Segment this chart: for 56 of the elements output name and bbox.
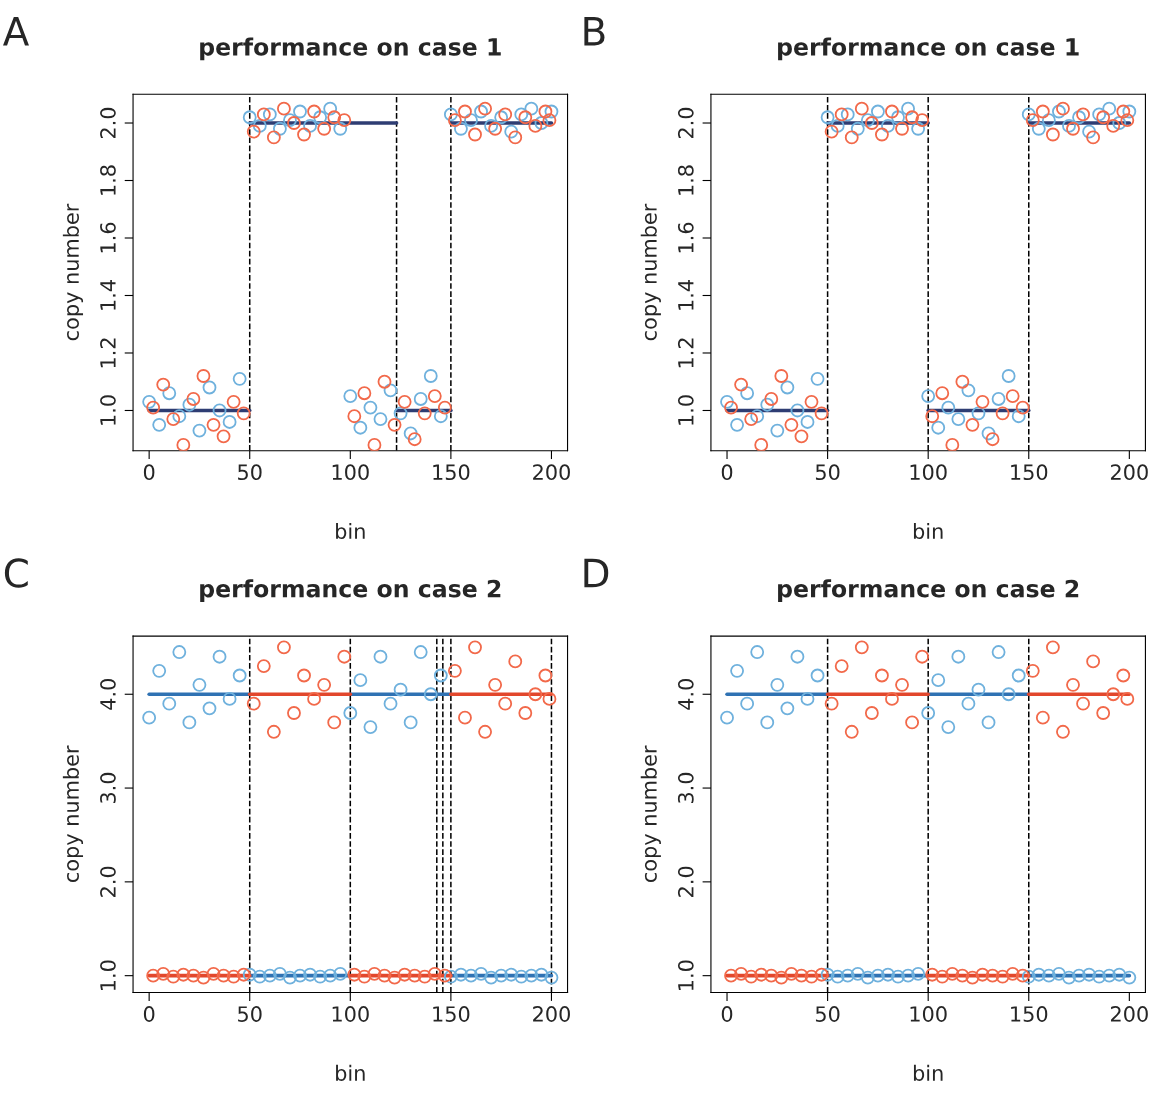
x-tick-label: 100 [910, 464, 947, 481]
x-axis-title: bin [336, 1064, 365, 1081]
text: C [4, 558, 28, 588]
y-tick-label: 2.0 [677, 866, 694, 897]
x-tick-label: 0 [143, 464, 155, 481]
chart-title: performance on case 2 [200, 579, 501, 603]
x-axis-title: bin [913, 522, 943, 540]
x-tick-label: 150 [433, 464, 470, 481]
y-tick-label: 4.0 [677, 679, 694, 710]
x-tick-label: 0 [143, 1006, 155, 1022]
y-axis-title: copy number [640, 745, 661, 883]
y-tick-label: 3.0 [677, 772, 694, 804]
text: A [3, 17, 29, 46]
x-tick-label: 50 [815, 1006, 840, 1022]
x-axis-title: bin [336, 522, 365, 540]
y-axis-title: copy number [62, 203, 84, 341]
text: D [584, 558, 609, 588]
x-tick-label: 100 [332, 464, 369, 481]
chart-title: performance on case 2 [778, 579, 1079, 603]
text: B [584, 17, 605, 46]
y-tick-label: 3.0 [100, 772, 116, 804]
x-tick-label: 0 [721, 464, 733, 481]
y-axis-title: copy number [640, 203, 661, 341]
y-tick-label: 1.6 [100, 222, 116, 253]
y-tick-label: 1.0 [100, 395, 116, 425]
y-tick-label: 1.2 [100, 338, 116, 368]
chart-title: performance on case 1 [778, 37, 1079, 61]
y-tick-label: 2.0 [677, 107, 694, 139]
x-tick-label: 50 [815, 464, 840, 481]
x-tick-label: 50 [238, 464, 262, 481]
x-tick-label: 150 [1011, 1006, 1048, 1022]
y-tick-label: 1.8 [100, 165, 116, 195]
y-tick-label: 1.8 [677, 165, 694, 195]
x-axis-title: bin [913, 1064, 943, 1081]
y-tick-label: 1.0 [677, 395, 694, 425]
y-tick-label: 2.0 [100, 866, 116, 897]
chart-title: performance on case 1 [200, 37, 501, 61]
x-tick-label: 150 [433, 1006, 470, 1022]
y-tick-label: 1.0 [100, 960, 116, 990]
y-tick-label: 1.4 [678, 280, 694, 310]
y-tick-label: 1.0 [677, 960, 694, 990]
x-tick-label: 0 [721, 1006, 733, 1022]
y-tick-label: 1.4 [100, 280, 116, 310]
x-tick-label: 100 [910, 1006, 947, 1022]
x-tick-label: 200 [533, 1006, 570, 1022]
y-tick-label: 2.0 [100, 107, 116, 139]
x-tick-label: 150 [1011, 464, 1048, 481]
x-tick-label: 200 [533, 464, 570, 481]
x-tick-label: 200 [1110, 464, 1148, 481]
x-tick-label: 50 [238, 1006, 262, 1022]
y-tick-label: 1.6 [677, 222, 694, 253]
x-tick-label: 200 [1110, 1006, 1148, 1022]
y-axis-title: copy number [62, 745, 84, 883]
y-tick-label: 4.0 [100, 679, 116, 710]
y-tick-label: 1.2 [677, 338, 694, 368]
x-tick-label: 100 [332, 1006, 369, 1022]
